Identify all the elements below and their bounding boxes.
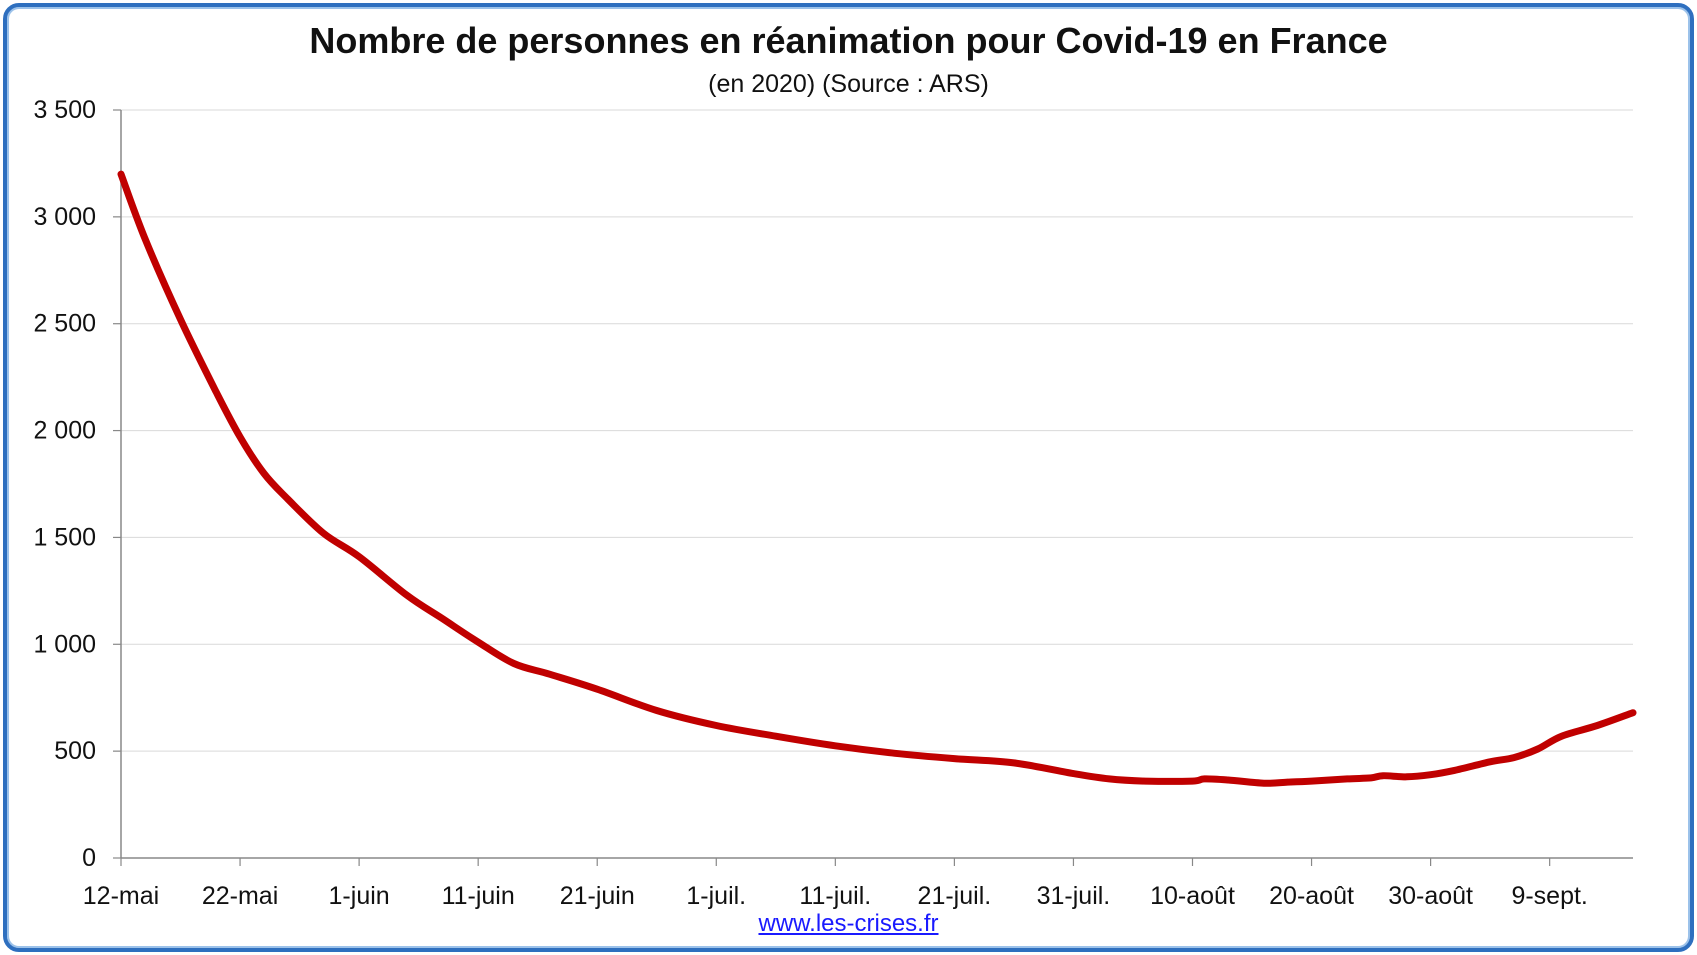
axes xyxy=(113,109,1633,866)
x-tick-label: 21-juil. xyxy=(918,882,992,910)
x-tick-label: 20-août xyxy=(1269,882,1354,910)
y-tick-labels: 0 500 1 000 1 500 2 000 2 500 3 000 3 500 xyxy=(33,96,96,872)
series-line xyxy=(117,170,1637,787)
y-tick-label: 3 000 xyxy=(33,203,96,231)
x-tick-label: 30-août xyxy=(1388,882,1473,910)
y-tick-label: 1 500 xyxy=(33,523,96,551)
x-tick-label: 11-juin xyxy=(442,882,515,910)
x-tick-labels: 12-mai 22-mai 1-juin 11-juin 21-juin 1-juil. 1… xyxy=(83,882,1588,910)
x-tick-label: 11-juil. xyxy=(799,882,871,910)
source-link[interactable]: www.les-crises.fr xyxy=(758,910,939,937)
x-tick-label: 12-mai xyxy=(83,882,159,910)
x-tick-label: 21-juin xyxy=(560,882,635,910)
y-tick-label: 2 500 xyxy=(33,310,96,338)
x-tick-label: 1-juin xyxy=(329,882,390,910)
x-tick-label: 1-juil. xyxy=(686,882,746,910)
y-tick-label: 2 000 xyxy=(33,417,96,445)
x-tick-label: 10-août xyxy=(1150,882,1235,910)
gridlines xyxy=(121,109,1633,752)
x-tick-label: 9-sept. xyxy=(1511,882,1587,910)
chart-title: Nombre de personnes en réanimation pour … xyxy=(309,20,1388,61)
y-tick-label: 3 500 xyxy=(33,96,96,124)
chart-subtitle: (en 2020) (Source : ARS) xyxy=(708,70,989,98)
y-tick-label: 1 000 xyxy=(33,630,96,658)
x-tick-label: 31-juil. xyxy=(1037,882,1111,910)
chart-frame xyxy=(3,3,1694,952)
x-tick-label: 22-mai xyxy=(202,882,278,910)
y-tick-label: 0 xyxy=(82,844,96,872)
y-tick-label: 500 xyxy=(54,737,96,765)
